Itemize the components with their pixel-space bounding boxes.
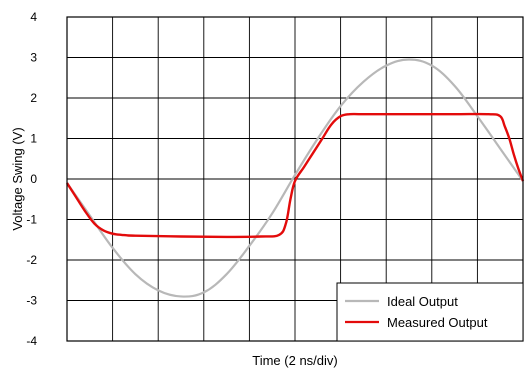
y-tick-label: -4 [26,334,37,348]
y-tick-label: 2 [30,91,37,105]
y-tick-label: -1 [26,213,37,227]
y-tick-labels: 4 3 2 1 0 -1 -2 -3 -4 [26,10,37,348]
legend-box [336,282,524,342]
y-tick-label: -3 [26,294,37,308]
legend-label-ideal-output: Ideal Output [387,294,458,309]
y-axis-label: Voltage Swing (V) [10,127,25,230]
plot-frame [66,16,524,342]
series-lines [65,58,525,298]
y-tick-label: 0 [30,172,37,186]
legend-label-measured-output: Measured Output [387,315,488,330]
y-tick-label: -2 [26,253,37,267]
y-tick-label: 1 [30,132,37,146]
y-tick-label: 4 [30,10,37,24]
legend: Ideal Output Measured Output [336,282,524,342]
series-line-ideal-output [66,58,524,298]
x-axis-label: Time (2 ns/div) [252,353,337,368]
series-line-measured-output [65,112,525,239]
y-tick-label: 3 [30,51,37,65]
